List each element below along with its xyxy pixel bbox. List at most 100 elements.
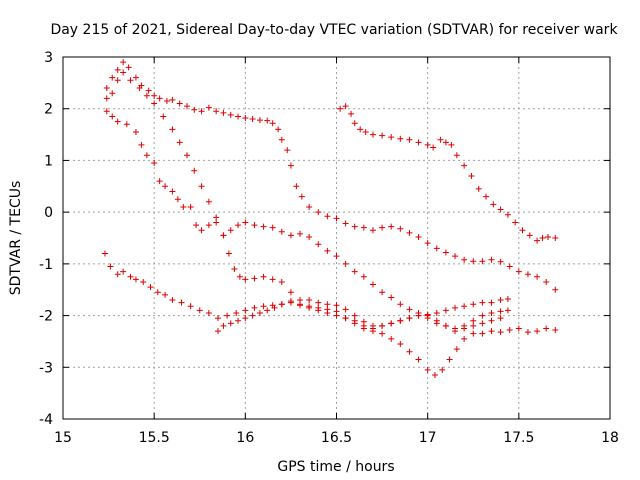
data-point [524,271,531,278]
data-point [424,366,431,373]
data-point [543,278,550,285]
data-point [379,330,386,337]
series-track-6 [337,103,559,244]
y-tick-label: 2 [44,102,53,118]
data-point [275,126,282,133]
data-point [479,258,486,265]
data-point [224,312,231,319]
data-point [362,128,369,135]
data-point [178,299,185,306]
data-point [504,211,511,218]
data-point [406,306,413,313]
data-point [506,263,513,270]
data-point [342,306,349,313]
x-axis-ticks: 15 15.5 16 16.5 17 17.5 18 [54,57,619,446]
data-point [448,141,455,148]
data-point [264,307,271,314]
data-point [468,172,475,179]
data-point [461,303,468,310]
data-point [452,253,459,260]
data-point [379,224,386,231]
data-point [430,144,437,151]
data-point [552,327,559,334]
data-point [479,330,486,337]
data-point [552,235,559,241]
data-point [424,240,431,247]
data-point [488,328,495,335]
data-point [315,304,322,311]
data-point [140,278,147,285]
data-point [205,198,212,205]
data-point [351,317,358,324]
plot-frame [62,56,611,420]
data-point [497,315,504,322]
data-point [220,232,227,239]
data-point [287,162,294,169]
data-point [337,105,344,112]
data-point [483,193,490,200]
data-point [543,325,550,332]
data-point [446,356,453,363]
data-point [271,304,278,311]
data-point [107,263,114,270]
data-point [114,118,121,125]
data-point [406,229,413,236]
data-point [264,117,271,124]
chart-title: Day 215 of 2021, Sidereal Day-to-day VTE… [50,22,618,38]
data-points [101,59,559,379]
data-point [242,219,249,226]
data-point [415,312,422,319]
data-point [519,227,526,234]
data-point [351,312,358,319]
data-point [461,335,468,342]
data-point [539,235,546,241]
data-point [324,301,331,308]
data-point [227,320,234,327]
data-point [132,128,139,135]
data-point [269,276,276,283]
data-point [351,223,358,230]
data-point [287,232,294,239]
data-point [324,213,331,220]
data-point [488,299,495,306]
data-point [114,66,121,73]
data-point [183,152,190,159]
data-point [103,95,110,102]
data-point [191,167,198,174]
data-point [545,233,552,240]
data-point [470,258,477,265]
data-point [369,227,376,234]
data-point [287,289,294,296]
y-tick-label: -2 [39,309,53,325]
series-track-5 [214,299,504,335]
data-point [512,219,519,226]
data-point [176,139,183,146]
data-point [497,308,504,315]
data-point [251,304,258,311]
data-point [297,230,304,237]
series-track-1 [103,59,559,293]
grid [63,57,610,419]
data-point [214,315,221,322]
data-point [103,108,110,115]
data-point [342,260,349,267]
data-point [504,307,511,314]
data-point [515,325,522,332]
data-point [120,69,127,76]
data-point [360,273,367,280]
x-tick-label: 15.5 [139,430,170,446]
data-point [242,115,249,122]
data-point [220,109,227,116]
data-point [497,206,504,213]
data-point [497,258,504,265]
data-point [260,303,267,310]
data-point [306,203,313,210]
data-point [231,266,238,273]
data-point [470,322,477,329]
data-point [369,131,376,138]
data-point [278,301,285,308]
data-point [424,141,431,148]
data-point [123,121,130,128]
data-point [256,117,263,124]
data-point [442,322,449,329]
